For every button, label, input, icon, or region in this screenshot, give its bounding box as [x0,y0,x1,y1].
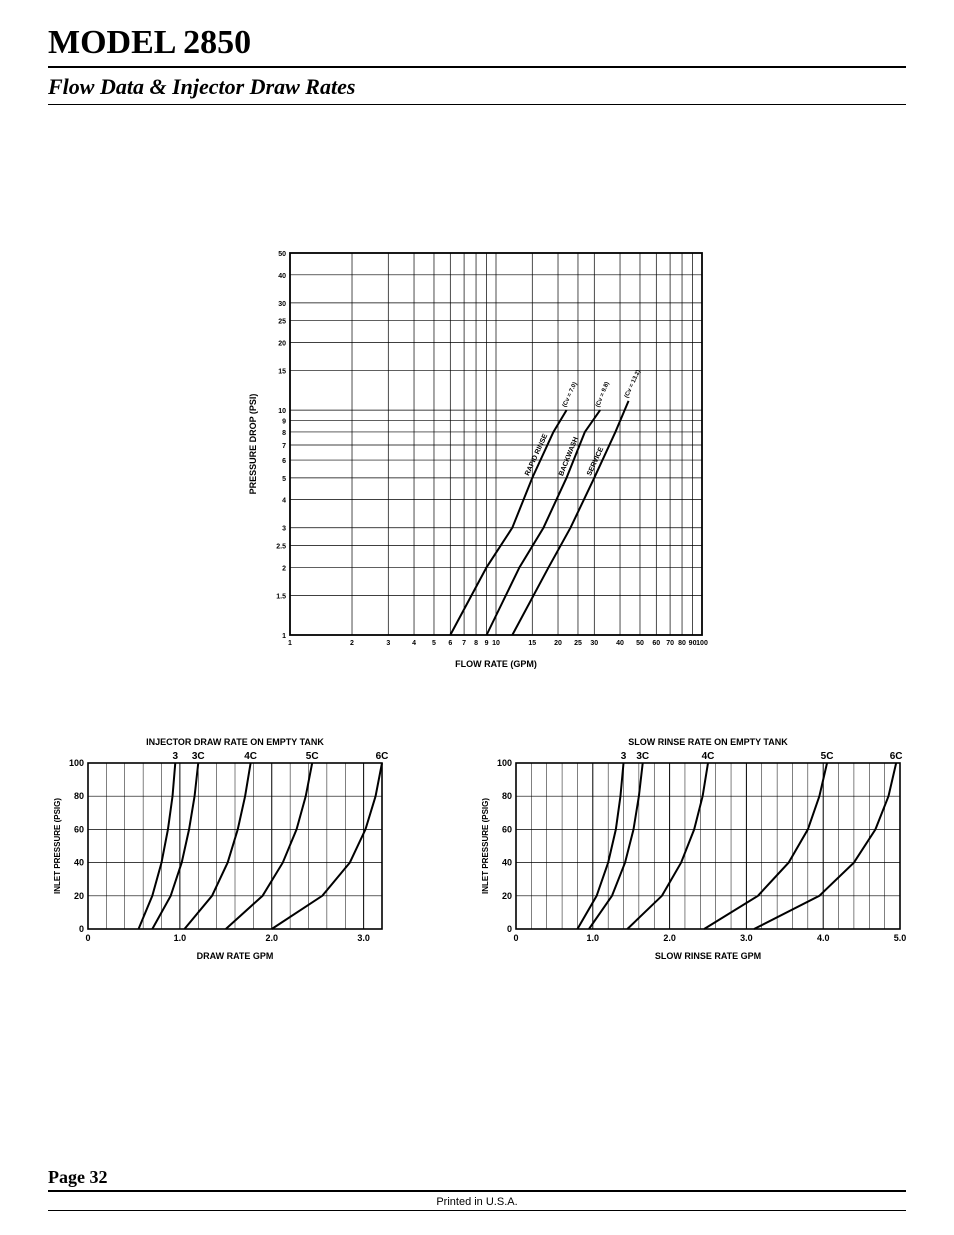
svg-text:4.0: 4.0 [817,933,830,943]
svg-text:3: 3 [621,751,627,762]
svg-text:10: 10 [492,640,500,647]
svg-text:9: 9 [282,418,286,425]
svg-text:7: 7 [462,640,466,647]
rule-sub [48,104,906,105]
svg-text:1.0: 1.0 [587,933,600,943]
svg-text:0: 0 [79,924,84,934]
svg-text:3: 3 [173,751,179,762]
svg-text:60: 60 [502,824,512,834]
svg-text:5C: 5C [821,751,834,762]
svg-text:6: 6 [282,458,286,465]
flow-pressure-chart: 123456789101520253040506070809010011.522… [242,245,712,675]
svg-text:8: 8 [282,430,286,437]
svg-text:8: 8 [474,640,478,647]
svg-text:SLOW RINSE RATE ON EMPTY TANK: SLOW RINSE RATE ON EMPTY TANK [628,737,788,747]
svg-text:FLOW RATE (GPM): FLOW RATE (GPM) [455,659,537,669]
svg-text:30: 30 [590,640,598,647]
svg-text:100: 100 [696,640,708,647]
svg-text:3C: 3C [192,751,205,762]
svg-text:20: 20 [74,891,84,901]
svg-text:0: 0 [85,933,90,943]
svg-text:0: 0 [507,924,512,934]
svg-text:15: 15 [278,369,286,376]
svg-text:80: 80 [678,640,686,647]
svg-text:6C: 6C [376,751,388,762]
svg-text:3C: 3C [636,751,649,762]
svg-text:1.5: 1.5 [276,593,286,600]
svg-text:4: 4 [412,640,416,647]
svg-text:50: 50 [278,251,286,258]
slow-rinse-chart: SLOW RINSE RATE ON EMPTY TANK 0 20 40 60 80 10… [476,735,906,965]
svg-text:3: 3 [386,640,390,647]
svg-text:2: 2 [350,640,354,647]
svg-text:PRESSURE DROP (PSI): PRESSURE DROP (PSI) [248,394,258,495]
svg-text:60: 60 [74,824,84,834]
svg-text:6: 6 [448,640,452,647]
page-subtitle: Flow Data & Injector Draw Rates [48,74,906,100]
svg-text:100: 100 [497,758,512,768]
svg-text:7: 7 [282,443,286,450]
svg-text:2: 2 [282,565,286,572]
svg-text:40: 40 [74,858,84,868]
svg-text:4C: 4C [702,751,715,762]
svg-text:9: 9 [485,640,489,647]
svg-text:5: 5 [282,476,286,483]
rule-top [48,66,906,68]
svg-text:100: 100 [69,758,84,768]
svg-text:25: 25 [574,640,582,647]
rule-foot-2 [48,1210,906,1211]
printed-label: Printed in U.S.A. [48,1196,906,1208]
svg-text:2.0: 2.0 [663,933,676,943]
page-number: Page 32 [48,1167,906,1188]
svg-text:5: 5 [432,640,436,647]
svg-text:1.0: 1.0 [174,933,187,943]
svg-text:2.5: 2.5 [276,544,286,551]
svg-text:1: 1 [282,633,286,640]
svg-text:70: 70 [666,640,674,647]
svg-text:10: 10 [278,408,286,415]
svg-text:20: 20 [278,340,286,347]
svg-text:5C: 5C [306,751,319,762]
injector-draw-chart: INJECTOR DRAW RATE ON EMPTY TANK 0 20 40 60 8… [48,735,388,965]
svg-text:3.0: 3.0 [357,933,370,943]
svg-text:2.0: 2.0 [265,933,278,943]
svg-text:4C: 4C [244,751,257,762]
svg-text:4: 4 [282,498,286,505]
rule-foot-1 [48,1190,906,1192]
svg-text:INJECTOR DRAW RATE ON EMPTY TA: INJECTOR DRAW RATE ON EMPTY TANK [146,737,324,747]
svg-text:40: 40 [278,273,286,280]
svg-text:0: 0 [513,933,518,943]
svg-text:INLET PRESSURE (PSIG): INLET PRESSURE (PSIG) [53,798,62,894]
svg-text:25: 25 [278,319,286,326]
svg-text:INLET PRESSURE (PSIG): INLET PRESSURE (PSIG) [481,798,490,894]
svg-text:40: 40 [616,640,624,647]
svg-text:DRAW RATE GPM: DRAW RATE GPM [197,951,274,961]
svg-text:50: 50 [636,640,644,647]
svg-text:SLOW RINSE RATE GPM: SLOW RINSE RATE GPM [655,951,761,961]
svg-text:3: 3 [282,526,286,533]
svg-text:20: 20 [502,891,512,901]
svg-text:15: 15 [528,640,536,647]
svg-text:20: 20 [554,640,562,647]
svg-text:6C: 6C [890,751,903,762]
svg-text:80: 80 [502,791,512,801]
svg-text:60: 60 [652,640,660,647]
svg-text:80: 80 [74,791,84,801]
svg-text:30: 30 [278,301,286,308]
svg-text:5.0: 5.0 [894,933,906,943]
svg-text:1: 1 [288,640,292,647]
svg-text:40: 40 [502,858,512,868]
model-title: MODEL 2850 [48,24,906,62]
svg-text:3.0: 3.0 [740,933,753,943]
